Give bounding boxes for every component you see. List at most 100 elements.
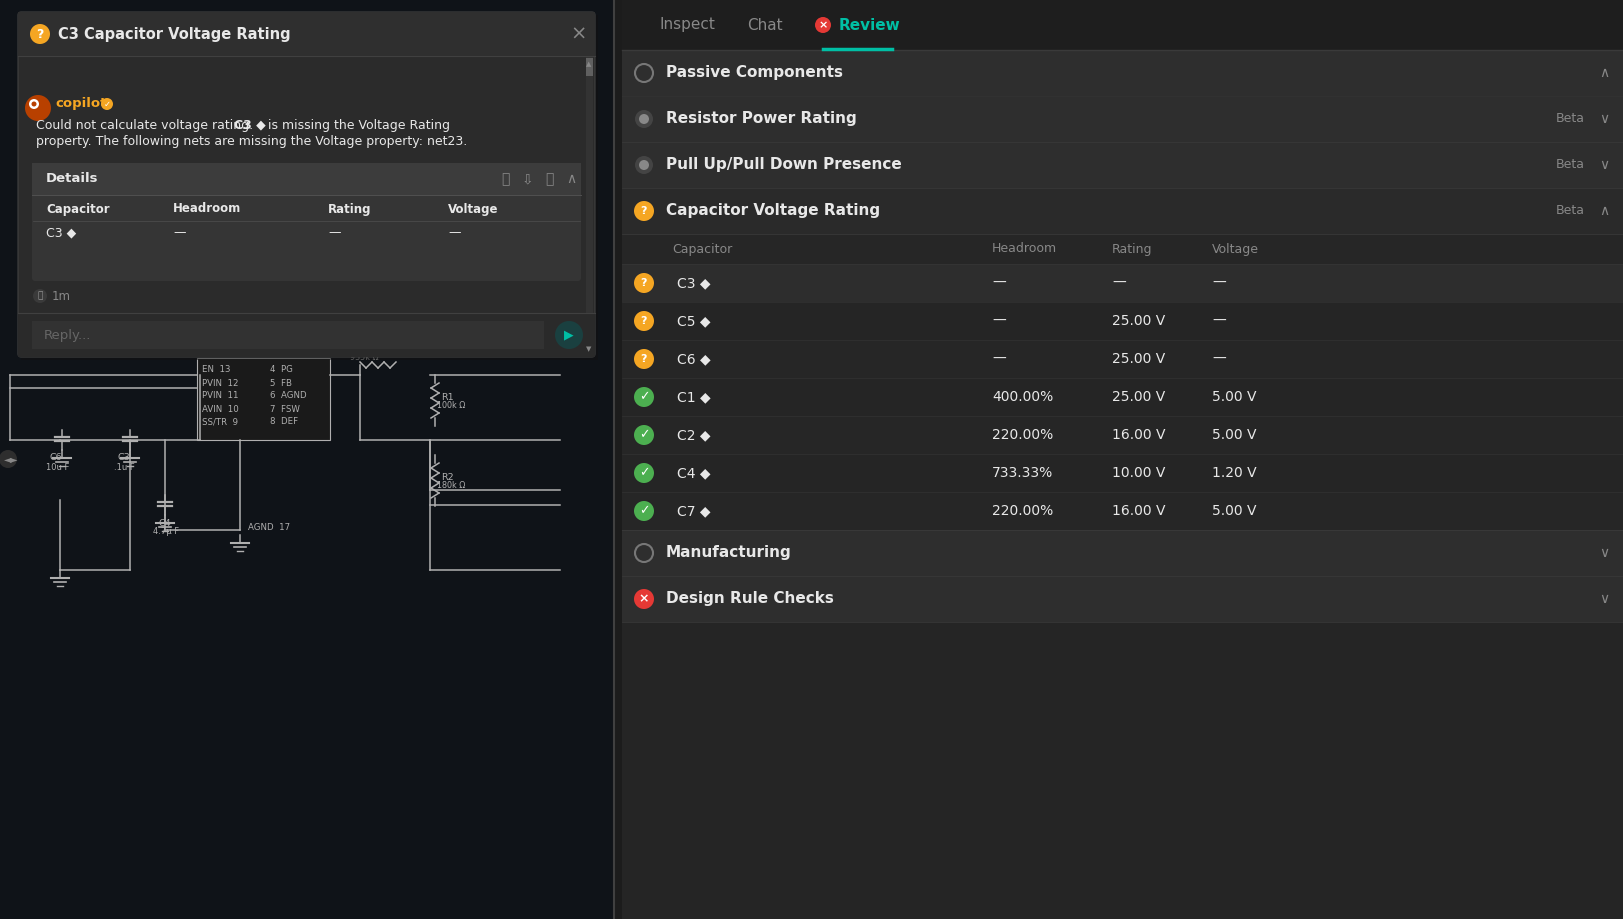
Text: copilot: copilot	[55, 97, 107, 110]
Text: ×: ×	[818, 20, 828, 30]
Text: Headroom: Headroom	[992, 243, 1057, 255]
Text: C3 Capacitor Voltage Rating: C3 Capacitor Voltage Rating	[58, 27, 291, 41]
Text: Headroom: Headroom	[174, 202, 242, 215]
Text: ✓: ✓	[638, 467, 649, 480]
Text: ?: ?	[641, 316, 648, 326]
Text: ∨: ∨	[1599, 592, 1608, 606]
FancyBboxPatch shape	[622, 0, 1623, 919]
Circle shape	[24, 95, 50, 121]
Circle shape	[555, 321, 583, 349]
Text: ▼: ▼	[586, 346, 591, 352]
Text: Pull Up/Pull Down Presence: Pull Up/Pull Down Presence	[665, 157, 901, 173]
Text: ✓: ✓	[638, 428, 649, 441]
Text: Rating: Rating	[328, 202, 372, 215]
Text: ?: ?	[36, 28, 44, 40]
Text: 100k Ω: 100k Ω	[437, 402, 466, 411]
Text: Inspect: Inspect	[659, 17, 716, 32]
Text: C5 ◆: C5 ◆	[677, 314, 711, 328]
Circle shape	[635, 110, 652, 128]
Text: ?: ?	[641, 354, 648, 364]
Circle shape	[633, 349, 654, 369]
FancyBboxPatch shape	[622, 378, 1623, 416]
Text: SS/TR  9: SS/TR 9	[201, 417, 239, 426]
Text: C6: C6	[50, 453, 63, 462]
FancyBboxPatch shape	[32, 163, 581, 281]
FancyBboxPatch shape	[622, 264, 1623, 302]
FancyBboxPatch shape	[18, 12, 594, 357]
Circle shape	[29, 24, 50, 44]
FancyBboxPatch shape	[586, 56, 592, 357]
FancyBboxPatch shape	[622, 50, 1623, 96]
Circle shape	[633, 387, 654, 407]
Text: 5  FB: 5 FB	[269, 379, 292, 388]
FancyBboxPatch shape	[622, 416, 1623, 454]
Text: 400.00%: 400.00%	[992, 390, 1053, 404]
Text: 10u F: 10u F	[45, 462, 70, 471]
FancyBboxPatch shape	[196, 358, 329, 440]
Text: R1: R1	[441, 392, 453, 402]
Text: C3: C3	[118, 453, 131, 462]
Text: 5.00 V: 5.00 V	[1211, 504, 1256, 518]
Text: ×: ×	[638, 593, 649, 606]
Text: AVIN  10: AVIN 10	[201, 404, 239, 414]
Circle shape	[633, 201, 654, 221]
Text: —: —	[174, 226, 185, 240]
Text: ✓: ✓	[104, 99, 110, 108]
Text: Beta: Beta	[1555, 158, 1584, 172]
FancyBboxPatch shape	[18, 12, 594, 56]
FancyBboxPatch shape	[622, 142, 1623, 188]
Circle shape	[633, 463, 654, 483]
Text: —: —	[448, 226, 461, 240]
Text: Capacitor Voltage Rating: Capacitor Voltage Rating	[665, 203, 880, 219]
FancyBboxPatch shape	[32, 163, 581, 195]
Text: 7  FSW: 7 FSW	[269, 404, 300, 414]
Text: ?: ?	[641, 278, 648, 288]
FancyBboxPatch shape	[622, 96, 1623, 142]
FancyBboxPatch shape	[622, 530, 1623, 576]
Text: EN  13: EN 13	[201, 366, 230, 375]
Text: ×: ×	[570, 25, 588, 43]
Text: ∨: ∨	[1599, 158, 1608, 172]
Text: C2 ◆: C2 ◆	[677, 428, 711, 442]
Circle shape	[633, 273, 654, 293]
Text: C4 ◆: C4 ◆	[677, 466, 711, 480]
FancyBboxPatch shape	[622, 302, 1623, 340]
Circle shape	[29, 99, 39, 109]
Circle shape	[633, 425, 654, 445]
Text: Could not calculate voltage rating.: Could not calculate voltage rating.	[36, 119, 256, 131]
Circle shape	[0, 450, 16, 468]
FancyBboxPatch shape	[622, 0, 1623, 50]
Text: —: —	[992, 352, 1005, 366]
Text: C7 ◆: C7 ◆	[677, 504, 711, 518]
Text: Manufacturing: Manufacturing	[665, 546, 792, 561]
Text: 👍: 👍	[37, 291, 42, 301]
Text: —: —	[992, 314, 1005, 328]
Circle shape	[32, 289, 47, 303]
FancyBboxPatch shape	[0, 0, 613, 919]
Text: 5.00 V: 5.00 V	[1211, 390, 1256, 404]
Text: C3 ◆: C3 ◆	[234, 119, 266, 131]
Text: C3 ◆: C3 ◆	[677, 276, 711, 290]
Text: Chat: Chat	[747, 17, 782, 32]
Text: 935k Ω: 935k Ω	[351, 354, 378, 362]
Text: 16.00 V: 16.00 V	[1112, 428, 1165, 442]
Text: ▲: ▲	[586, 61, 591, 67]
Text: PVIN  12: PVIN 12	[201, 379, 239, 388]
Circle shape	[633, 501, 654, 521]
FancyBboxPatch shape	[622, 340, 1623, 378]
Text: ∧: ∧	[565, 172, 576, 186]
Text: 25.00 V: 25.00 V	[1112, 314, 1165, 328]
Text: —: —	[1211, 352, 1225, 366]
Text: Design Rule Checks: Design Rule Checks	[665, 592, 833, 607]
Text: 1m: 1m	[52, 289, 71, 302]
Text: property. The following nets are missing the Voltage property: net23.: property. The following nets are missing…	[36, 134, 467, 148]
Text: 8  DEF: 8 DEF	[269, 417, 299, 426]
Text: Voltage: Voltage	[1211, 243, 1258, 255]
FancyBboxPatch shape	[622, 454, 1623, 492]
Text: ✓: ✓	[638, 505, 649, 517]
Text: 733.33%: 733.33%	[992, 466, 1053, 480]
FancyBboxPatch shape	[586, 58, 592, 76]
FancyBboxPatch shape	[21, 15, 597, 360]
Text: Beta: Beta	[1555, 112, 1584, 126]
Circle shape	[633, 589, 654, 609]
